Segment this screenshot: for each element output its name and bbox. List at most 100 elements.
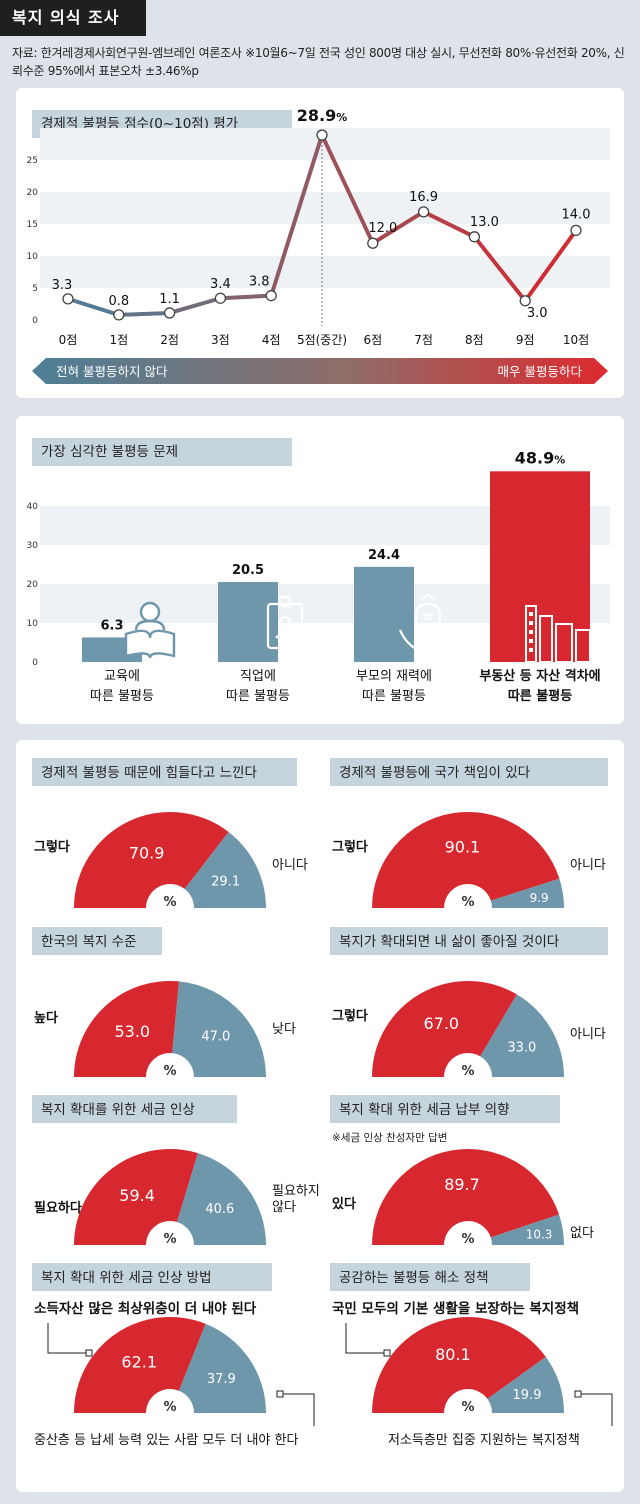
donut-title-bar	[330, 1095, 560, 1123]
series-line-segment	[421, 209, 477, 239]
bar-category-label: 부모의 재력에	[356, 669, 432, 684]
data-label: 3.0	[527, 306, 548, 321]
line-chart: 0 5 10 15 20 25 3.3 0.8 1.1 3.4 3.8 28.9% 12.0 16.9 13…	[27, 106, 610, 384]
donut-slice-primary	[371, 1317, 546, 1413]
data-label: 16.9	[409, 190, 438, 205]
bar-value-label: 6.3	[100, 618, 123, 633]
percent-symbol: %	[461, 1232, 474, 1247]
donut-title: 복지 확대 위한 세금 인상 방법	[41, 1270, 212, 1286]
x-tick-label: 3점	[211, 333, 230, 347]
donut-slice-primary	[372, 981, 517, 1077]
donut-value-primary: 53.0	[114, 1022, 150, 1041]
scale-arrow	[32, 358, 608, 384]
data-point	[519, 295, 531, 307]
data-point	[468, 231, 481, 243]
leader-line-primary	[345, 1323, 386, 1354]
data-point	[367, 237, 379, 249]
x-tick-label: 0점	[59, 333, 78, 347]
percent-symbol: %	[461, 895, 474, 910]
x-tick-label: 9점	[516, 333, 535, 347]
y-tick-label: 30	[27, 541, 39, 551]
x-tick-label: 1점	[109, 333, 128, 347]
donut-label-primary: 그렇다	[332, 1008, 368, 1024]
id-badge-icon	[266, 595, 304, 650]
x-tick-label: 2점	[160, 333, 179, 347]
donut-slice-primary	[372, 812, 560, 908]
data-label: 3.8	[249, 275, 270, 290]
series-line-segment	[116, 310, 172, 317]
donut-value-secondary: 40.6	[205, 1202, 234, 1217]
donut-value-secondary: 47.0	[201, 1029, 230, 1044]
series-line-segment	[218, 293, 274, 301]
data-label: 28.9%	[297, 106, 348, 125]
donut-title: 공감하는 불평등 해소 정책	[339, 1270, 489, 1286]
y-tick-label: 25	[27, 156, 38, 166]
donut-title: 복지 확대를 위한 세금 인상	[41, 1102, 195, 1118]
donut-slice-secondary	[178, 1323, 266, 1413]
percent-symbol: %	[163, 1232, 176, 1247]
donut-slice-secondary	[184, 831, 266, 908]
grid-band	[40, 256, 610, 288]
x-tick-label: 7점	[414, 333, 433, 347]
donut-title: 경제적 불평등에 국가 책임이 있다	[339, 765, 531, 781]
y-tick-label: 0	[32, 316, 38, 326]
donut-value-secondary: 9.9	[530, 891, 549, 905]
data-point	[265, 290, 277, 302]
donut-label-primary: 있다	[332, 1196, 356, 1212]
bar-category-label: 직업에	[240, 669, 276, 684]
donut-label-secondary: 저소득층만 집중 지원하는 복지정책	[388, 1433, 580, 1448]
money-bag-hands-icon: ₩	[398, 593, 458, 654]
donut-label-primary: 필요하다	[34, 1200, 82, 1216]
y-tick-label: 20	[27, 188, 39, 198]
donut-title: 복지 확대 위한 세금 납부 의향	[339, 1102, 510, 1118]
donut-value-primary: 90.1	[445, 838, 481, 857]
scale-arrow-left-label: 전혀 불평등하지 않다	[56, 364, 168, 379]
donut-title: 복지가 확대되면 내 삶이 좋아질 것이다	[339, 934, 560, 950]
bar-value-label: 20.5	[232, 563, 264, 578]
donut-value-secondary: 10.3	[526, 1227, 553, 1241]
donut-label-secondary: 않다	[272, 1200, 296, 1215]
y-tick-label: 0	[32, 658, 38, 668]
data-label: 13.0	[470, 215, 499, 230]
donut-charts-panel: 경제적 불평등 때문에 힘들다고 느낀다% 70.9 29.1 그렇다 아니다 경제적 불…	[16, 740, 624, 1492]
donut-value-primary: 67.0	[423, 1014, 459, 1033]
data-point	[214, 292, 227, 304]
y-tick-label: 5	[32, 284, 38, 294]
data-label: 1.1	[159, 292, 180, 307]
donut-slice-primary	[74, 1149, 198, 1245]
percent-symbol: %	[461, 1064, 474, 1079]
bar-category-label: 따른 불평등	[362, 689, 426, 704]
scale-arrow-right-label: 매우 불평등하다	[498, 364, 583, 379]
donut-title-bar	[32, 927, 162, 955]
data-label: 3.3	[52, 278, 73, 293]
buildings-icon	[525, 605, 591, 663]
donut-slice-secondary	[487, 1356, 564, 1413]
donut-label-primary: 그렇다	[332, 839, 368, 855]
data-label: 0.8	[108, 294, 129, 309]
percent-symbol: %	[163, 895, 176, 910]
donut-value-secondary: 19.9	[513, 1388, 542, 1403]
donut-slice-secondary	[172, 981, 266, 1077]
header-title: 복지 의식 조사	[12, 8, 120, 27]
bar-value-label: 24.4	[368, 548, 400, 563]
data-label: 3.4	[210, 277, 231, 292]
donut-label-secondary: 아니다	[272, 858, 308, 873]
leader-marker-secondary	[276, 1390, 284, 1398]
series-line-segment	[523, 228, 578, 303]
leader-line-secondary	[280, 1393, 315, 1426]
bar-category-label: 따른 불평등	[90, 689, 154, 704]
donut-label-secondary: 없다	[570, 1226, 594, 1241]
donut-value-secondary: 29.1	[211, 875, 240, 890]
percent-symbol: %	[461, 1400, 474, 1415]
donut-title-bar	[32, 758, 297, 786]
x-tick-label: 6점	[363, 333, 382, 347]
y-tick-label: 20	[27, 580, 39, 590]
donut-title: 한국의 복지 수준	[41, 934, 137, 950]
series-line-segment	[66, 296, 121, 317]
y-tick-label: 40	[27, 502, 39, 512]
donut-label-primary: 소득자산 많은 최상위층이 더 내야 된다	[34, 1300, 257, 1317]
donut-label-secondary: 아니다	[570, 858, 606, 873]
data-point	[113, 309, 125, 321]
donut-slice-primary	[372, 1149, 560, 1245]
